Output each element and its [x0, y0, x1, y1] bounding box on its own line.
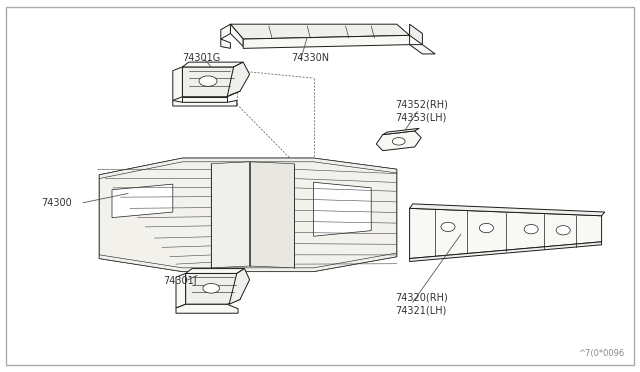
Ellipse shape — [441, 222, 455, 231]
Polygon shape — [383, 128, 419, 135]
Polygon shape — [243, 35, 410, 48]
Text: 74330N: 74330N — [291, 53, 330, 62]
Ellipse shape — [479, 223, 493, 233]
Polygon shape — [182, 67, 240, 97]
Polygon shape — [221, 39, 230, 48]
Text: 74352(RH): 74352(RH) — [396, 99, 449, 109]
Polygon shape — [410, 204, 605, 216]
Text: 74301G: 74301G — [182, 53, 221, 62]
Text: 74300: 74300 — [42, 198, 72, 208]
Polygon shape — [173, 67, 182, 100]
Polygon shape — [376, 131, 421, 151]
Polygon shape — [186, 269, 244, 273]
Text: 74301J: 74301J — [163, 276, 197, 286]
Polygon shape — [410, 242, 602, 262]
Ellipse shape — [524, 224, 538, 234]
Text: 74320(RH): 74320(RH) — [396, 293, 448, 302]
Polygon shape — [410, 45, 435, 54]
Polygon shape — [229, 269, 250, 304]
Polygon shape — [211, 162, 250, 268]
Text: 74321(LH): 74321(LH) — [396, 306, 447, 315]
Polygon shape — [186, 273, 240, 304]
Polygon shape — [250, 162, 294, 268]
Polygon shape — [410, 208, 602, 259]
Polygon shape — [230, 24, 410, 39]
Polygon shape — [182, 97, 227, 102]
Circle shape — [392, 138, 405, 145]
Circle shape — [203, 283, 220, 293]
Polygon shape — [99, 253, 397, 272]
Polygon shape — [99, 158, 397, 179]
Polygon shape — [227, 62, 250, 97]
Polygon shape — [176, 273, 186, 308]
FancyBboxPatch shape — [6, 7, 634, 365]
Polygon shape — [314, 182, 371, 236]
Circle shape — [199, 76, 217, 86]
Text: ^7(0*0096: ^7(0*0096 — [578, 349, 624, 358]
Polygon shape — [221, 24, 230, 39]
Ellipse shape — [556, 225, 570, 235]
Polygon shape — [182, 62, 243, 67]
Text: 74353(LH): 74353(LH) — [396, 112, 447, 122]
Polygon shape — [410, 24, 422, 45]
Polygon shape — [173, 100, 237, 106]
Polygon shape — [99, 158, 397, 272]
Polygon shape — [112, 184, 173, 218]
Polygon shape — [176, 304, 238, 313]
Polygon shape — [230, 24, 243, 46]
